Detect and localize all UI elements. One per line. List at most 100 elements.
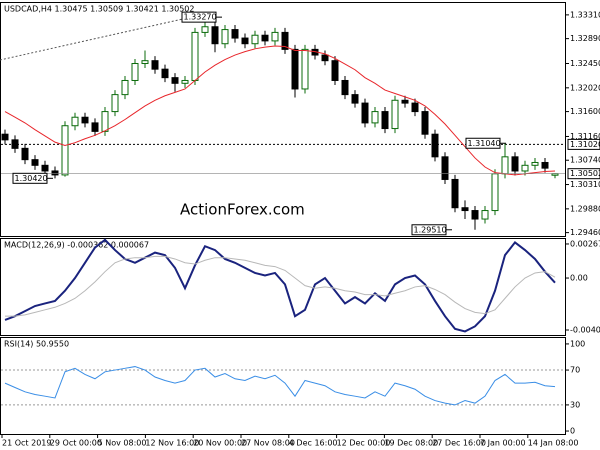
candle-body [481, 210, 489, 220]
annotation-label: 1.29510 [414, 225, 447, 234]
candle-body [211, 26, 219, 45]
candle-body [331, 60, 339, 81]
y-tick-label: 1.30310 [570, 180, 600, 189]
y-tick-label: 0.00 [570, 274, 588, 283]
candle-body [91, 122, 99, 132]
x-tick-label: 20 Nov 00:00 [193, 439, 247, 448]
candle-body [171, 77, 179, 84]
candle-body [121, 79, 129, 96]
candle-body [291, 48, 299, 90]
candle-body [371, 111, 379, 124]
candle-body [31, 159, 39, 166]
y-tick-label: 1.32020 [570, 83, 600, 92]
candle-body [471, 210, 479, 220]
indicator-line [4, 366, 556, 406]
candle-body [111, 94, 119, 113]
candle-body [541, 161, 549, 169]
y-tick-label: 1.32890 [570, 34, 600, 43]
candle-body [71, 116, 79, 127]
y-tick-label: 100 [570, 339, 585, 348]
candle-body [41, 164, 49, 172]
candle-body [341, 79, 349, 96]
candle-body [201, 26, 209, 33]
candle-body [181, 79, 189, 84]
annotation-label: 1.31040 [468, 139, 501, 148]
price-panel [0, 2, 566, 237]
candle-body [521, 164, 529, 172]
level-label: 1.31020 [570, 140, 600, 149]
candle-body [501, 156, 509, 175]
candle-body [241, 37, 249, 45]
rsi-title: RSI(14) 50.9550 [4, 340, 69, 349]
watermark: ActionForex.com [180, 201, 305, 219]
macd-title: MACD(12,26,9) -0.000362 0.000067 [4, 241, 149, 250]
candle-body [51, 170, 59, 176]
y-tick-label: 1.32450 [570, 59, 600, 68]
candle-body [451, 178, 459, 209]
x-tick-label: 7 Jan 00:00 [480, 439, 526, 448]
x-tick-label: 14 Jan 08:00 [528, 439, 579, 448]
candle-body [531, 161, 539, 166]
last-price-box [567, 168, 600, 180]
annotation-box [181, 11, 217, 23]
candle-body [431, 133, 439, 158]
candle-body [351, 94, 359, 104]
candle-body [301, 48, 309, 90]
trend-line [0, 13, 206, 61]
x-tick-label: 29 Oct 00:00 [50, 439, 102, 448]
annotation-box [465, 137, 501, 149]
chart-title: USDCAD,H4 1.30475 1.30509 1.30421 1.3050… [4, 5, 194, 14]
x-tick-label: 19 Dec 08:00 [384, 439, 438, 448]
last-price-label: 1.30502 [570, 169, 600, 178]
candle-body [401, 99, 409, 104]
x-tick-label: 27 Dec 16:00 [432, 439, 486, 448]
annotation-label: 1.30420 [15, 174, 48, 183]
candle-body [391, 99, 399, 130]
y-tick-label: 1.31600 [570, 107, 600, 116]
rsi-panel [0, 337, 566, 435]
y-tick-label: 1.29880 [570, 204, 600, 213]
x-tick-label: 21 Oct 2019 [2, 439, 51, 448]
candle-body [361, 102, 369, 124]
candle-body [131, 63, 139, 81]
candle-body [1, 133, 9, 141]
y-tick-label: 0.002679 [570, 239, 600, 248]
annotation-box [12, 172, 48, 184]
candle-body [141, 60, 149, 65]
candle-body [281, 31, 289, 50]
y-tick-label: 1.29460 [570, 228, 600, 237]
candle-body [151, 60, 159, 70]
y-tick-label: 0 [570, 427, 575, 436]
y-tick-label: 70 [570, 366, 580, 375]
candle-body [11, 139, 19, 149]
x-tick-label: 5 Nov 08:00 [98, 439, 147, 448]
annotation-label: 1.33270 [184, 13, 217, 22]
y-tick-label: 1.30740 [570, 156, 600, 165]
candle-body [461, 207, 469, 212]
candle-body [261, 34, 269, 42]
moving-average [4, 45, 556, 176]
candle-body [161, 68, 169, 79]
candle-body [511, 156, 519, 172]
x-tick-label: 4 Dec 16:00 [289, 439, 338, 448]
candle-body [321, 54, 329, 62]
candle-body [221, 29, 229, 45]
candle-body [191, 31, 199, 81]
indicator-line [5, 255, 556, 317]
candle-body [61, 125, 69, 176]
candle-body [491, 173, 499, 212]
candle-body [101, 111, 109, 132]
indicator-line [4, 238, 556, 333]
y-tick-label: 1.31160 [570, 132, 600, 141]
y-tick-label: 30 [570, 400, 580, 409]
candle-body [381, 111, 389, 130]
x-tick-label: 12 Dec 00:00 [337, 439, 391, 448]
level-box [567, 138, 600, 150]
y-tick-label: -0.004086 [570, 325, 600, 334]
candle-body [251, 34, 259, 45]
x-tick-label: 27 Nov 08:00 [241, 439, 295, 448]
candle-body [271, 31, 279, 42]
candle-body [231, 29, 239, 39]
candle-body [21, 147, 29, 161]
